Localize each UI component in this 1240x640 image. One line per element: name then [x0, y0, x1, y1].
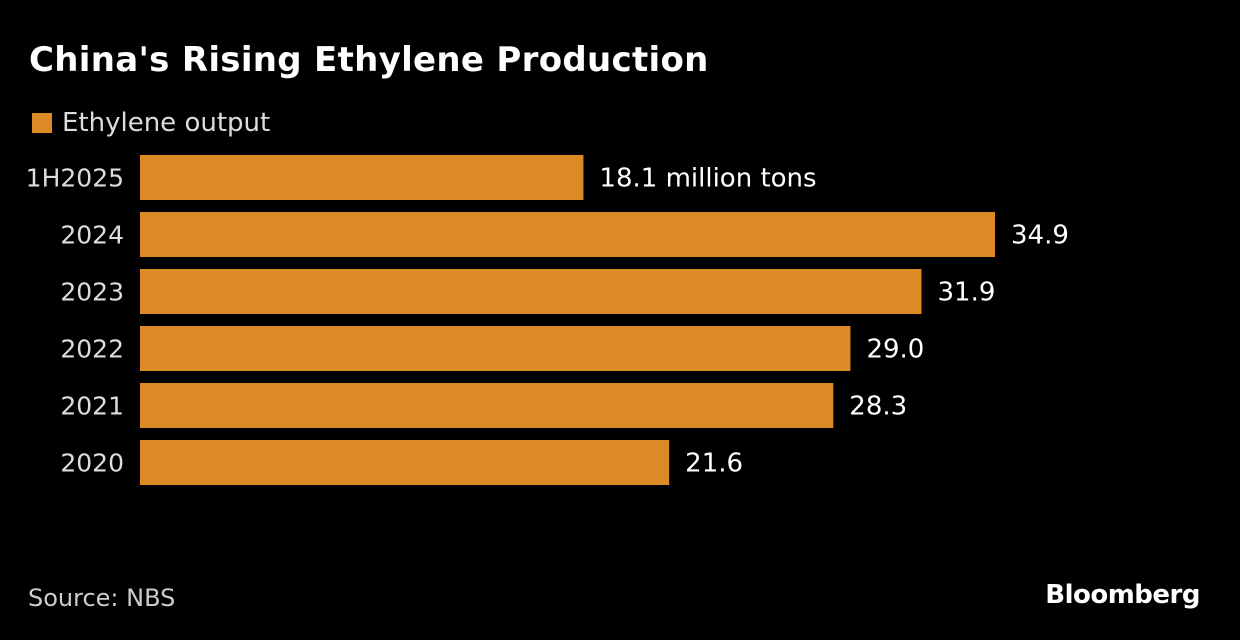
- bar: [140, 440, 670, 485]
- data-label: 18.1 million tons: [599, 164, 816, 194]
- legend: Ethylene output: [32, 108, 270, 138]
- data-label: 29.0: [866, 335, 924, 365]
- legend-swatch: [32, 113, 52, 133]
- category-label: 2020: [60, 449, 124, 478]
- category-label: 2021: [60, 392, 124, 421]
- chart-title: China's Rising Ethylene Production: [29, 40, 709, 80]
- bar: [140, 383, 834, 428]
- category-label: 2024: [60, 221, 124, 250]
- source-note: Source: NBS: [28, 584, 176, 612]
- data-label: 28.3: [849, 392, 907, 422]
- bar: [140, 155, 584, 200]
- bar: [140, 326, 851, 371]
- data-label: 31.9: [938, 278, 996, 308]
- legend-label: Ethylene output: [62, 108, 271, 138]
- bar: [140, 212, 995, 257]
- data-label: 21.6: [685, 449, 743, 479]
- category-label: 1H2025: [26, 164, 124, 193]
- data-label: 34.9: [1011, 221, 1069, 251]
- bar: [140, 269, 922, 314]
- category-label: 2022: [60, 335, 124, 364]
- bloomberg-logo: Bloomberg: [1045, 580, 1200, 610]
- category-label: 2023: [60, 278, 124, 307]
